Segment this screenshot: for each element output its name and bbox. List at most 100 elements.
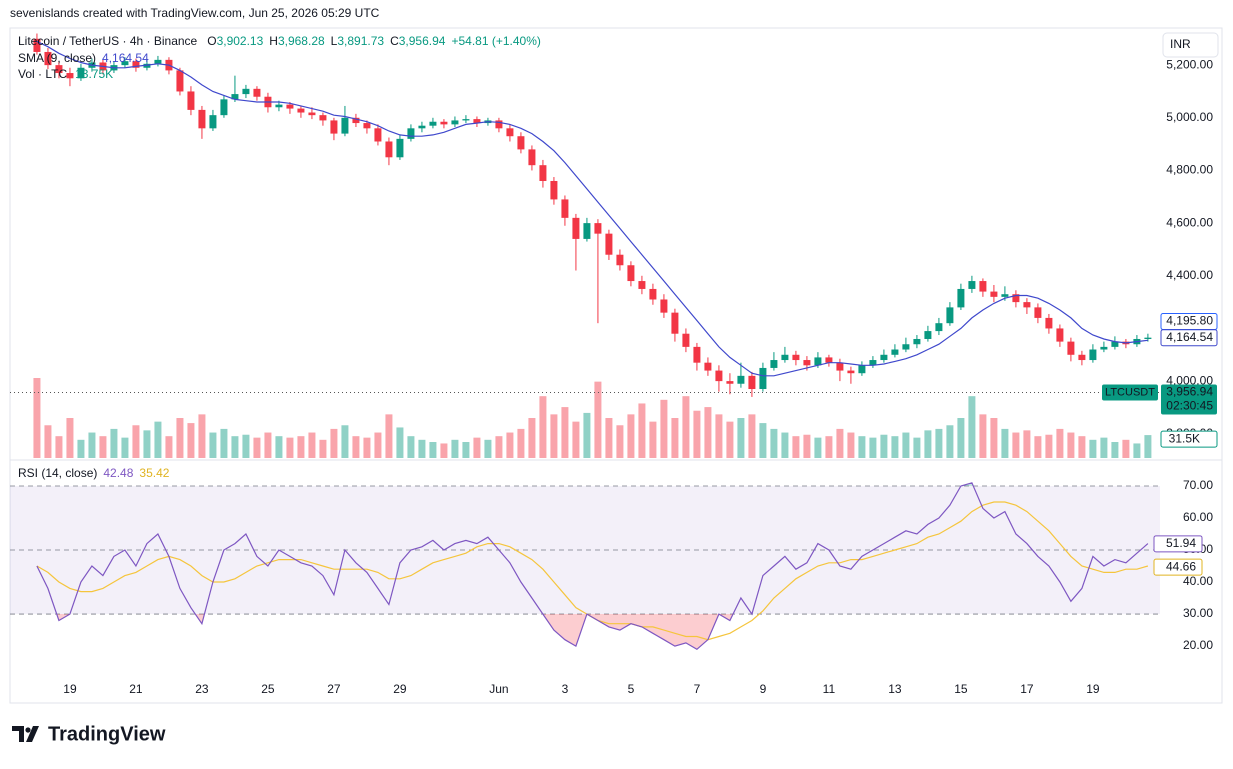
volume-bar (341, 425, 349, 458)
volume-bar (176, 418, 184, 458)
volume-bar (814, 437, 822, 458)
volume-bar (99, 436, 107, 458)
volume-bar (506, 432, 514, 458)
candle-body (825, 357, 833, 363)
volume-bar (462, 442, 470, 458)
candle-body (495, 120, 503, 129)
candle-body (946, 307, 954, 324)
candle-body (253, 88, 261, 97)
volume-bar (1100, 437, 1108, 458)
volume-bar (275, 436, 283, 458)
volume-bar (792, 436, 800, 458)
ohlc-value: 3,891.73 (337, 34, 384, 48)
volume-bar (891, 436, 899, 458)
volume-bar (374, 432, 382, 458)
y-tick-label: 5,000.00 (1166, 110, 1213, 124)
volume-bar (880, 434, 888, 458)
volume-bar (1067, 432, 1075, 458)
sma-value: 4,164.54 (102, 51, 149, 65)
candle-body (209, 115, 217, 129)
volume-bar (484, 439, 492, 458)
rsi-tick-label: 20.00 (1183, 638, 1213, 652)
y-tick-label: 4,000.00 (1166, 373, 1213, 387)
rsi-tick-label: 60.00 (1183, 510, 1213, 524)
candle-body (836, 362, 844, 371)
volume-bar (385, 414, 393, 458)
volume-bar (209, 432, 217, 458)
rsi-label-box (1153, 558, 1203, 576)
candle-body (1111, 341, 1119, 347)
currency-button[interactable] (1162, 32, 1219, 58)
ohlc-letter: C (390, 34, 399, 48)
x-tick-label: 9 (760, 682, 767, 696)
volume-bar (88, 432, 96, 458)
volume-bar (517, 428, 525, 458)
volume-bar (396, 427, 404, 458)
volume-bar (616, 425, 624, 458)
volume-bar (286, 437, 294, 458)
candle-body (1056, 328, 1064, 342)
volume-bar (363, 437, 371, 458)
candle-body (1012, 294, 1020, 303)
volume-bar (418, 439, 426, 458)
logo: TradingView (12, 723, 166, 745)
candle-body (924, 331, 932, 339)
chart-frame (9, 27, 1223, 704)
volume-bar (1001, 428, 1009, 458)
volume-bar (143, 430, 151, 458)
candle-body (957, 288, 965, 308)
rsi-tick-label: 30.00 (1183, 606, 1213, 620)
last-price-box (1161, 384, 1217, 415)
candle-body (770, 360, 778, 368)
volume-bar (660, 399, 668, 458)
candle-body (286, 104, 294, 109)
candle-body (407, 128, 415, 139)
candle-body (187, 91, 195, 110)
x-tick-label: 3 (562, 682, 569, 696)
volume-bar (858, 436, 866, 458)
candle-body (517, 136, 525, 150)
volume-bar (1023, 430, 1031, 458)
volume-bar (550, 414, 558, 458)
volume-bar (264, 432, 272, 458)
volume-bar (605, 418, 613, 458)
candle-body (1045, 317, 1053, 329)
candle-body (902, 344, 910, 350)
volume-bar (110, 428, 118, 458)
candle-body (1001, 294, 1009, 297)
x-tick-label: 21 (129, 682, 143, 696)
candle-body (803, 360, 811, 366)
candle-body (528, 149, 536, 166)
volume-bar (198, 414, 206, 458)
candle-body (858, 365, 866, 374)
candle-body (220, 99, 228, 116)
volume-bar (572, 421, 580, 458)
candle-body (726, 381, 734, 384)
candle-body (198, 109, 206, 129)
candle-body (275, 104, 283, 108)
x-tick-label: 17 (1020, 682, 1034, 696)
candle-body (660, 299, 668, 313)
volume-bar (671, 418, 679, 458)
volume-bar (968, 396, 976, 458)
currency: INR (1170, 37, 1191, 51)
x-tick-label: 11 (823, 682, 836, 696)
volume-bar (165, 436, 173, 458)
volume-bar (583, 412, 591, 458)
candle-body (297, 108, 305, 113)
volume-bar (825, 436, 833, 458)
candle-body (737, 375, 745, 384)
volume-bar (231, 436, 239, 458)
symbol-label-box (1102, 384, 1158, 401)
change: +54.81 (+1.40%) (451, 34, 540, 48)
candle-body (671, 312, 679, 334)
symbol-label: LTCUSDT (1105, 386, 1155, 398)
vol-name: Vol · LTC (18, 67, 67, 81)
x-tick-label: 19 (63, 682, 77, 696)
brand: TradingView (48, 723, 166, 745)
volume-bar (451, 439, 459, 458)
volume-bar (187, 423, 195, 458)
candle-body (847, 370, 855, 374)
candle-body (132, 61, 140, 68)
candle-body (913, 338, 921, 345)
